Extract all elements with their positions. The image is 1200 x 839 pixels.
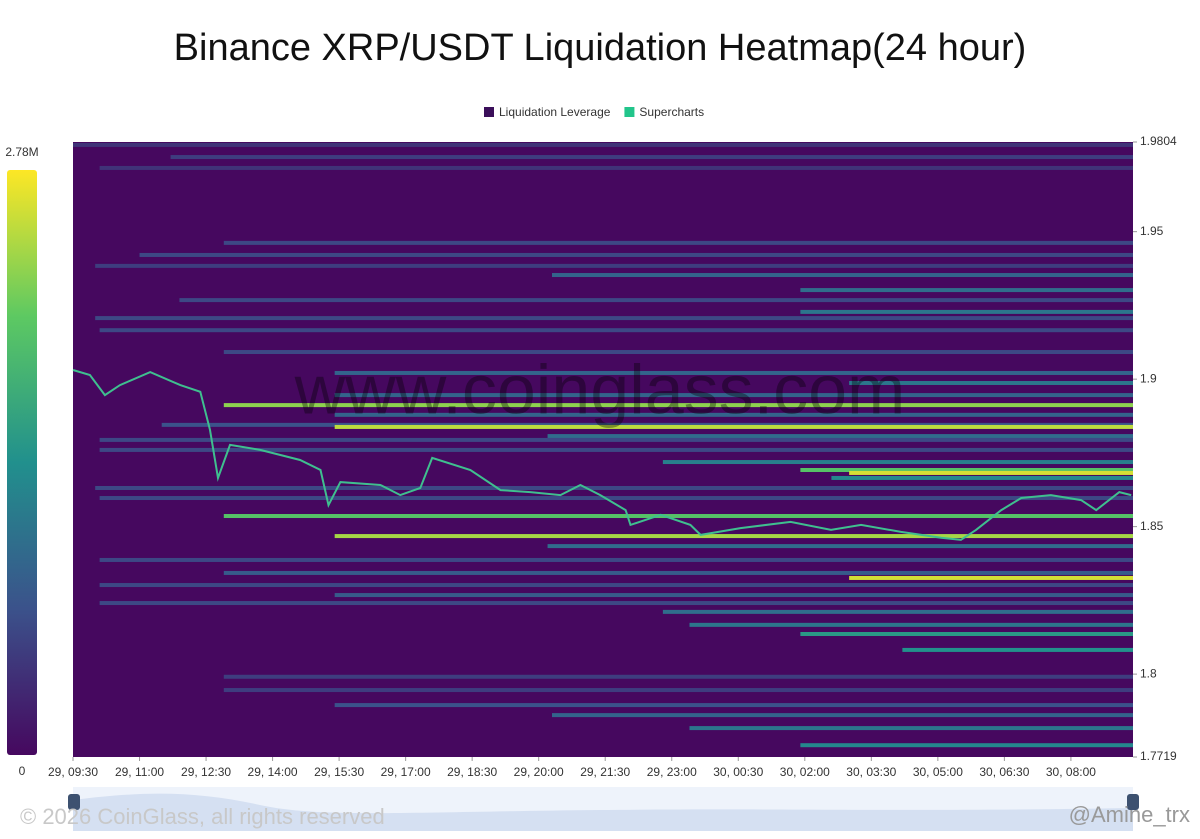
liquidation-band — [662, 609, 1133, 614]
y-tick-label: 1.95 — [1140, 224, 1164, 238]
liquidation-band — [800, 743, 1133, 748]
liquidation-band — [223, 570, 1133, 575]
liquidation-band — [99, 496, 1134, 501]
liquidation-band — [223, 514, 1133, 519]
x-tick-label: 30, 05:00 — [913, 765, 963, 779]
liquidation-band — [849, 470, 1133, 475]
y-tick-label: 1.85 — [1140, 519, 1164, 533]
x-tick-label: 30, 00:30 — [713, 765, 763, 779]
liquidation-band — [689, 622, 1133, 627]
liquidation-band — [800, 288, 1133, 293]
credit: @Amine_trx — [1069, 802, 1190, 827]
liquidation-band — [334, 370, 1133, 375]
plot-area — [73, 142, 1134, 757]
liquidation-band — [551, 713, 1133, 718]
liquidation-band — [689, 726, 1133, 731]
liquidation-band — [179, 298, 1134, 303]
liquidation-band — [99, 557, 1134, 562]
liquidation-band — [99, 583, 1134, 588]
colorbar-label: 0 — [19, 764, 26, 778]
legend-swatch — [624, 107, 635, 117]
liquidation-band — [95, 263, 1133, 268]
y-tick-label: 1.9804 — [1140, 134, 1177, 148]
liquidation-band — [95, 485, 1133, 490]
liquidation-band — [334, 393, 1133, 398]
liquidation-band — [170, 155, 1133, 160]
liquidation-band — [95, 316, 1133, 321]
x-tick-label: 29, 12:30 — [181, 765, 231, 779]
liquidation-band — [334, 703, 1133, 708]
liquidation-band — [73, 142, 1133, 147]
navigator-area — [73, 793, 1133, 831]
liquidation-band — [902, 647, 1133, 652]
x-tick-label: 30, 03:30 — [846, 765, 896, 779]
liquidation-band — [99, 601, 1134, 606]
liquidation-band — [800, 309, 1133, 314]
liquidation-band — [161, 422, 1133, 427]
legend-label: Supercharts — [639, 105, 704, 119]
price-line — [72, 369, 1132, 541]
x-tick-label: 29, 11:00 — [115, 765, 164, 779]
x-tick-label: 29, 14:00 — [248, 765, 298, 779]
liquidation-band — [99, 165, 1134, 170]
x-tick-label: 29, 17:00 — [381, 765, 431, 779]
liquidation-band — [662, 460, 1133, 465]
liquidation-band — [334, 593, 1133, 598]
liquidation-band — [334, 424, 1133, 429]
x-tick-label: 29, 09:30 — [48, 765, 98, 779]
liquidation-band — [223, 240, 1133, 245]
liquidation-band — [139, 252, 1133, 257]
navigator-handle[interactable] — [68, 794, 80, 810]
liquidation-band — [99, 437, 1134, 442]
watermark: www.coinglass.com — [294, 350, 906, 428]
legend-label: Liquidation Leverage — [499, 105, 611, 119]
y-tick-label: 1.8 — [1140, 666, 1157, 680]
liquidation-band — [334, 412, 1133, 417]
liquidation-band — [99, 447, 1134, 452]
liquidation-band — [334, 534, 1133, 539]
y-tick-label: 1.7719 — [1140, 749, 1177, 763]
copyright: © 2026 CoinGlass, all rights reserved — [20, 804, 385, 829]
liquidation-band — [547, 434, 1133, 439]
liquidation-band — [831, 475, 1133, 480]
liquidation-band — [223, 674, 1133, 679]
navigator-handle[interactable] — [1127, 794, 1139, 810]
liquidation-band — [849, 380, 1133, 385]
liquidation-band — [223, 403, 1133, 408]
x-tick-label: 30, 08:00 — [1046, 765, 1096, 779]
x-tick-label: 29, 23:00 — [647, 765, 697, 779]
liquidation-band — [800, 468, 1133, 472]
liquidation-band — [551, 273, 1133, 278]
y-tick-label: 1.9 — [1140, 371, 1157, 385]
colorbar-label: 2.78M — [5, 145, 38, 159]
x-tick-label: 30, 02:00 — [780, 765, 830, 779]
x-tick-label: 29, 20:00 — [514, 765, 564, 779]
chart-title: Binance XRP/USDT Liquidation Heatmap(24 … — [174, 27, 1027, 69]
x-tick-label: 29, 21:30 — [580, 765, 630, 779]
x-tick-label: 30, 06:30 — [979, 765, 1029, 779]
liquidation-band — [800, 632, 1133, 636]
liquidation-band — [223, 350, 1133, 355]
liquidation-band — [99, 328, 1134, 333]
liquidation-band — [547, 544, 1133, 549]
x-tick-label: 29, 15:30 — [314, 765, 364, 779]
colorbar — [7, 170, 37, 755]
legend-swatch — [484, 107, 494, 117]
liquidation-band — [849, 575, 1133, 580]
liquidation-band — [223, 688, 1133, 693]
x-tick-label: 29, 18:30 — [447, 765, 497, 779]
